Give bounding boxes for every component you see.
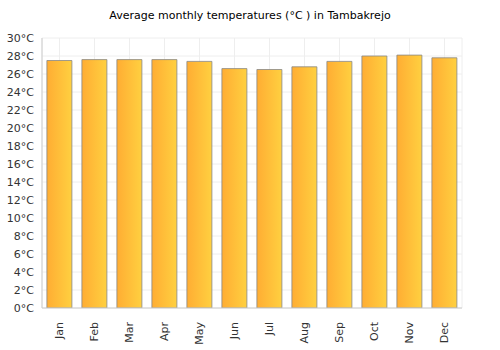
svg-text:Aug: Aug (298, 322, 311, 343)
svg-text:Feb: Feb (88, 322, 101, 341)
svg-text:Apr: Apr (158, 322, 171, 342)
svg-text:8°C: 8°C (14, 230, 34, 243)
html-text:Average monthly temperatures (: Average monthly temperatures (°C ) in Ta… (109, 9, 391, 22)
svg-text:Mar: Mar (123, 322, 136, 343)
svg-text:0°C: 0°C (14, 302, 34, 315)
svg-text:Jul: Jul (263, 322, 276, 336)
svg-text:10°C: 10°C (8, 212, 34, 225)
svg-text:24°C: 24°C (8, 86, 34, 99)
svg-text:18°C: 18°C (8, 140, 34, 153)
svg-text:Sep: Sep (333, 322, 346, 343)
svg-text:2°C: 2°C (14, 284, 34, 297)
svg-text:26°C: 26°C (8, 68, 34, 81)
svg-text:14°C: 14°C (8, 176, 34, 189)
svg-text:12°C: 12°C (8, 194, 34, 207)
svg-text:Oct: Oct (368, 321, 381, 341)
svg-text:20°C: 20°C (8, 122, 34, 135)
svg-text:16°C: 16°C (8, 158, 34, 171)
svg-text:30°C: 30°C (8, 32, 34, 45)
svg-text:28°C: 28°C (8, 50, 34, 63)
svg-text:Dec: Dec (438, 322, 451, 343)
svg-text:May: May (193, 322, 206, 345)
svg-text:Jan: Jan (53, 322, 66, 340)
svg-text:22°C: 22°C (8, 104, 34, 117)
svg-text:4°C: 4°C (14, 266, 34, 279)
svg-text:Jun: Jun (228, 322, 241, 340)
svg-text:6°C: 6°C (14, 248, 34, 261)
svg-text:Nov: Nov (403, 322, 416, 344)
